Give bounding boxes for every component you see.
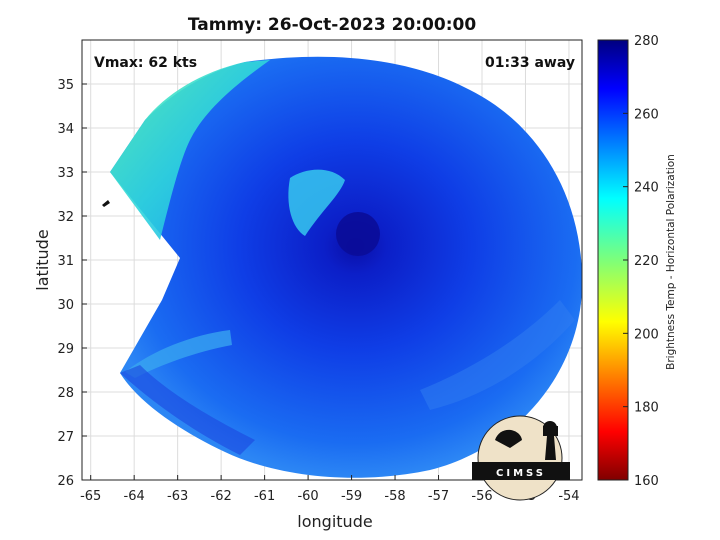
swath-se-band <box>420 300 575 410</box>
time-away-annotation: 01:33 away <box>485 55 575 71</box>
colorbar-tick-label: 260 <box>634 107 659 122</box>
logo-water-tower-icon <box>543 426 558 460</box>
x-tick-label: -54 <box>558 489 579 504</box>
colorbar-tick-label: 160 <box>634 474 659 489</box>
y-tick-label: 35 <box>57 78 74 93</box>
y-tick-label: 34 <box>57 122 74 137</box>
swath-rainband <box>288 169 345 236</box>
y-tick-label: 27 <box>57 430 74 445</box>
colorbar-tick-label: 220 <box>634 254 659 269</box>
y-tick-label: 33 <box>57 166 74 181</box>
x-tick-label: -58 <box>384 489 405 504</box>
colorbar-tick-label: 200 <box>634 327 659 342</box>
x-tick-label: -63 <box>167 489 188 504</box>
logo-text: CIMSS <box>496 468 546 479</box>
x-tick-label: -60 <box>297 489 318 504</box>
colorbar-tick-label: 180 <box>634 401 659 416</box>
colorbar-tick-label: 280 <box>634 34 659 49</box>
vmax-annotation: Vmax: 62 kts <box>94 55 197 71</box>
colorbar-ticks: 280 260 240 220 200 180 160 <box>623 34 659 489</box>
storm-eye <box>336 212 380 256</box>
y-tick-label: 29 <box>57 342 74 357</box>
isolated-pixel <box>102 200 110 207</box>
logo-dish-icon <box>495 429 522 448</box>
y-axis-label: latitude <box>33 229 52 290</box>
x-tick-label: -59 <box>341 489 362 504</box>
logo-banner <box>472 462 570 480</box>
y-tick-label: 31 <box>57 254 74 269</box>
y-ticks: 26 27 28 29 30 31 32 33 34 35 <box>57 78 87 489</box>
y-tick-label: 32 <box>57 210 74 225</box>
y-tick-label: 26 <box>57 474 74 489</box>
x-tick-label: -61 <box>254 489 275 504</box>
x-axis-label: longitude <box>297 512 372 531</box>
swath-nw-warm-region <box>110 60 270 240</box>
colorbar-tick-label: 240 <box>634 181 659 196</box>
swath-sw-edge <box>120 365 255 455</box>
x-tick-label: -62 <box>211 489 232 504</box>
swath-image <box>102 56 582 478</box>
swath-sw-band <box>125 330 232 378</box>
cimss-logo: CIMSS <box>472 415 570 501</box>
x-tick-label: -65 <box>80 489 101 504</box>
y-tick-label: 28 <box>57 386 74 401</box>
logo-tower-top <box>543 421 557 435</box>
x-tick-label: -56 <box>471 489 492 504</box>
x-tick-label: -64 <box>124 489 145 504</box>
colorbar-label: Brightness Temp - Horizontal Polarizatio… <box>665 154 677 370</box>
chart-title: Tammy: 26-Oct-2023 20:00:00 <box>188 15 476 35</box>
y-tick-label: 30 <box>57 298 74 313</box>
x-tick-label: -57 <box>428 489 449 504</box>
